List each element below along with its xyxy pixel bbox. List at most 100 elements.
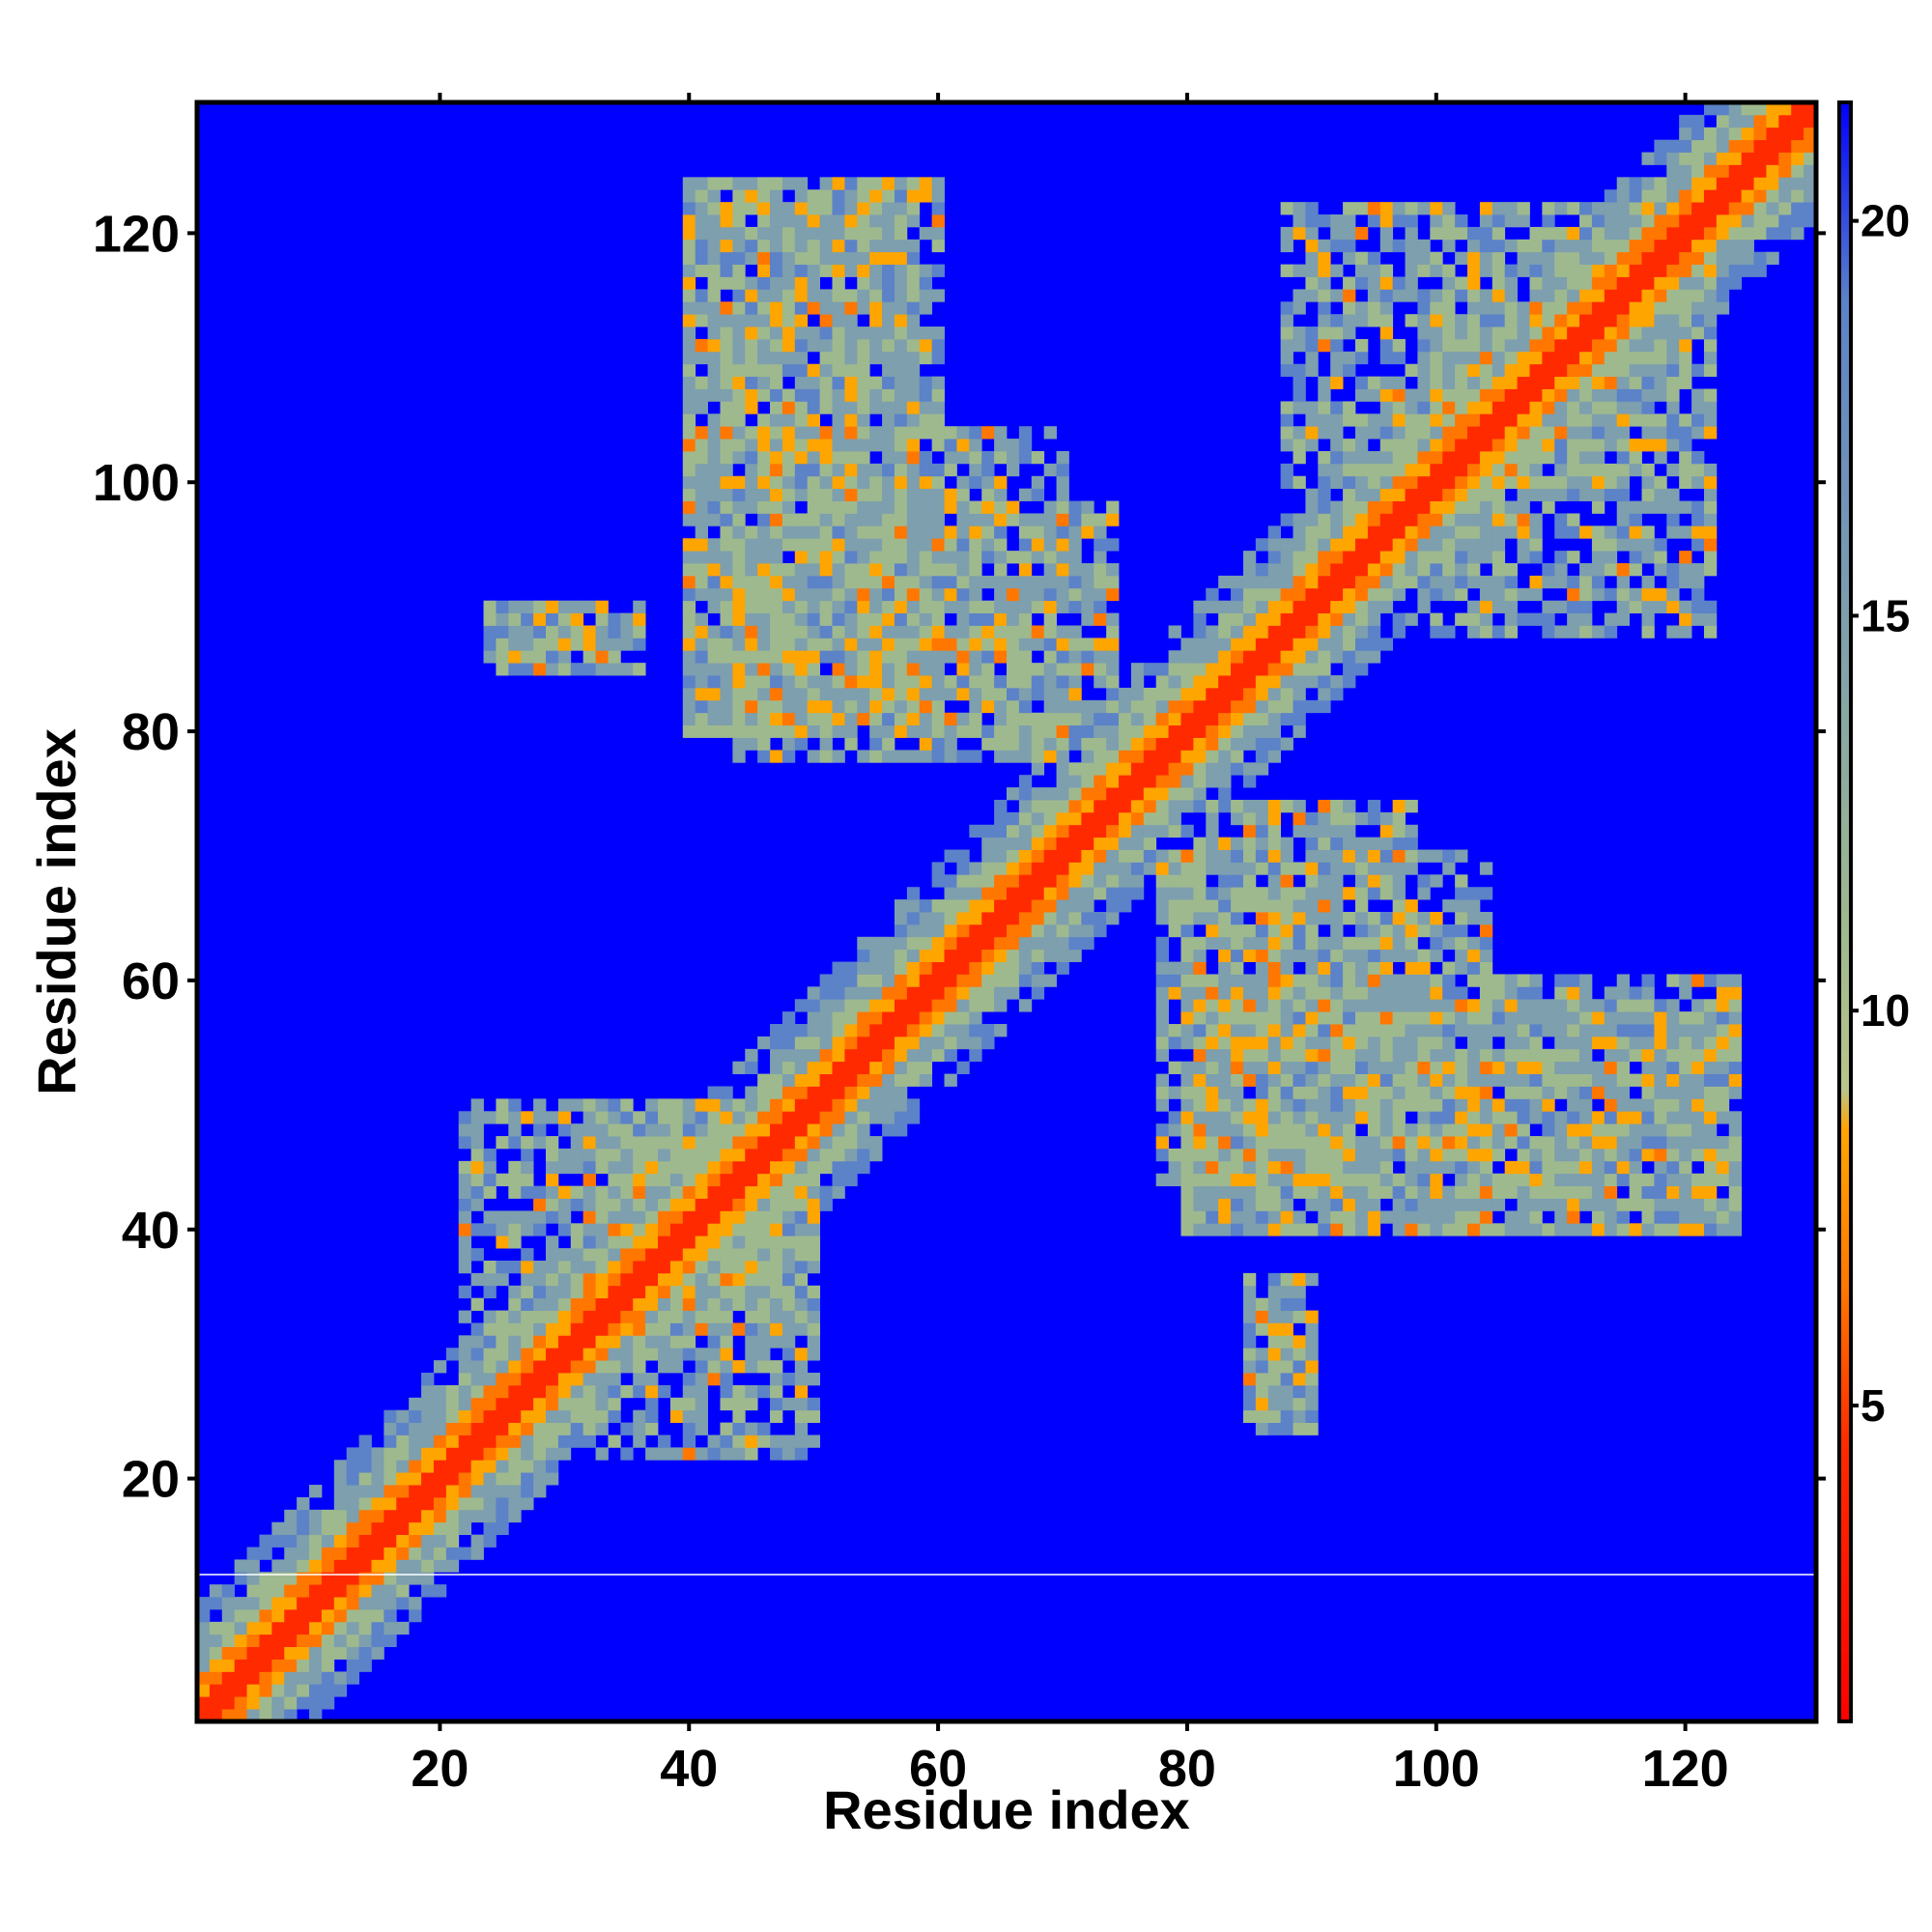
heatmap-cell: [209, 1621, 223, 1635]
heatmap-cell: [1255, 1111, 1269, 1124]
heatmap-cell: [1367, 513, 1381, 526]
heatmap-cell: [1703, 563, 1718, 577]
heatmap-cell: [1305, 1160, 1319, 1175]
heatmap-cell: [557, 638, 572, 651]
heatmap-cell: [521, 1210, 534, 1224]
heatmap-cell: [1155, 936, 1169, 951]
heatmap-cell: [732, 1061, 746, 1074]
heatmap-cell: [1031, 513, 1045, 526]
heatmap-cell: [433, 1584, 447, 1598]
heatmap-cell: [869, 526, 883, 539]
heatmap-cell: [745, 1173, 758, 1187]
heatmap-cell: [1591, 1011, 1605, 1025]
heatmap-cell: [1094, 824, 1107, 838]
heatmap-cell: [1529, 1111, 1543, 1124]
heatmap-cell: [483, 1173, 497, 1187]
heatmap-cell: [246, 1559, 260, 1573]
heatmap-cell: [944, 600, 957, 613]
heatmap-cell: [1007, 750, 1020, 763]
heatmap-cell: [445, 1397, 460, 1411]
heatmap-cell: [819, 600, 833, 613]
heatmap-cell: [794, 675, 809, 689]
heatmap-cell: [732, 1360, 746, 1374]
heatmap-cell: [1280, 936, 1293, 951]
heatmap-cell: [869, 439, 883, 452]
heatmap-cell: [1567, 301, 1580, 315]
heatmap-cell: [781, 1036, 796, 1050]
heatmap-cell: [1354, 439, 1369, 452]
heatmap-cell: [1206, 712, 1219, 726]
heatmap-cell: [333, 1460, 348, 1473]
heatmap-cell: [1479, 949, 1493, 962]
heatmap-cell: [807, 1024, 821, 1037]
heatmap-cell: [1330, 837, 1344, 850]
heatmap-cell: [533, 1322, 547, 1336]
heatmap-cell: [1106, 837, 1120, 850]
heatmap-cell: [1293, 1173, 1306, 1187]
heatmap-cell: [1379, 638, 1394, 651]
heatmap-cell: [1056, 600, 1069, 613]
heatmap-cell: [944, 999, 957, 1012]
heatmap-cell: [1504, 363, 1518, 378]
heatmap-cell: [1305, 1098, 1319, 1112]
heatmap-cell: [1455, 912, 1468, 925]
heatmap-cell: [1379, 923, 1394, 938]
heatmap-cell: [931, 1024, 945, 1037]
heatmap-cell: [1430, 500, 1443, 514]
heatmap-cell: [633, 1160, 646, 1175]
heatmap-cell: [781, 1086, 796, 1099]
heatmap-cell: [1703, 1011, 1718, 1025]
heatmap-cell: [994, 600, 1008, 613]
heatmap-cell: [1703, 999, 1718, 1012]
heatmap-cell: [1467, 1098, 1481, 1112]
heatmap-cell: [1591, 1148, 1605, 1162]
heatmap-cell: [1043, 974, 1057, 987]
heatmap-cell: [1392, 401, 1406, 414]
heatmap-cell: [906, 1048, 921, 1063]
heatmap-cell: [819, 426, 833, 440]
heatmap-cell: [869, 750, 883, 763]
heatmap-cell: [1354, 949, 1369, 962]
heatmap-cell: [1492, 1011, 1506, 1025]
heatmap-cell: [844, 376, 858, 389]
heatmap-cell: [1666, 563, 1680, 577]
heatmap-cell: [1168, 961, 1181, 975]
heatmap-cell: [358, 1534, 372, 1548]
heatmap-cell: [1379, 450, 1394, 465]
heatmap-cell: [1068, 587, 1082, 602]
heatmap-cell: [1442, 1036, 1456, 1050]
heatmap-cell: [433, 1547, 447, 1560]
heatmap-cell: [197, 1709, 211, 1722]
heatmap-cell: [720, 1297, 733, 1311]
heatmap-cell: [1679, 338, 1692, 353]
heatmap-cell: [321, 1547, 335, 1560]
heatmap-cell: [1492, 1198, 1506, 1211]
heatmap-cell: [1392, 1198, 1406, 1211]
heatmap-cell: [1343, 1198, 1356, 1211]
heatmap-cell: [384, 1534, 397, 1548]
heatmap-cell: [1354, 551, 1369, 564]
heatmap-cell: [1305, 1223, 1319, 1236]
heatmap-cell: [483, 1485, 497, 1498]
heatmap-cell: [720, 1148, 733, 1162]
heatmap-cell: [371, 1447, 384, 1461]
heatmap-cell: [807, 551, 821, 564]
heatmap-cell: [433, 1447, 447, 1461]
heatmap-cell: [1193, 799, 1207, 813]
heatmap-cell: [1218, 638, 1232, 651]
heatmap-cell: [1206, 1173, 1219, 1187]
heatmap-cell: [1280, 1111, 1293, 1124]
heatmap-cell: [1430, 551, 1443, 564]
heatmap-cell: [1442, 1111, 1456, 1124]
heatmap-cell: [857, 376, 870, 389]
heatmap-cell: [1591, 1173, 1605, 1187]
heatmap-cell: [1231, 587, 1244, 602]
heatmap-cell: [1267, 936, 1282, 951]
heatmap-cell: [919, 1073, 933, 1087]
heatmap-cell: [421, 1435, 435, 1448]
heatmap-cell: [770, 1272, 783, 1287]
heatmap-cell: [1442, 986, 1456, 1000]
heatmap-cell: [1031, 899, 1045, 913]
heatmap-cell: [1318, 874, 1331, 888]
heatmap-cell: [1068, 563, 1082, 577]
